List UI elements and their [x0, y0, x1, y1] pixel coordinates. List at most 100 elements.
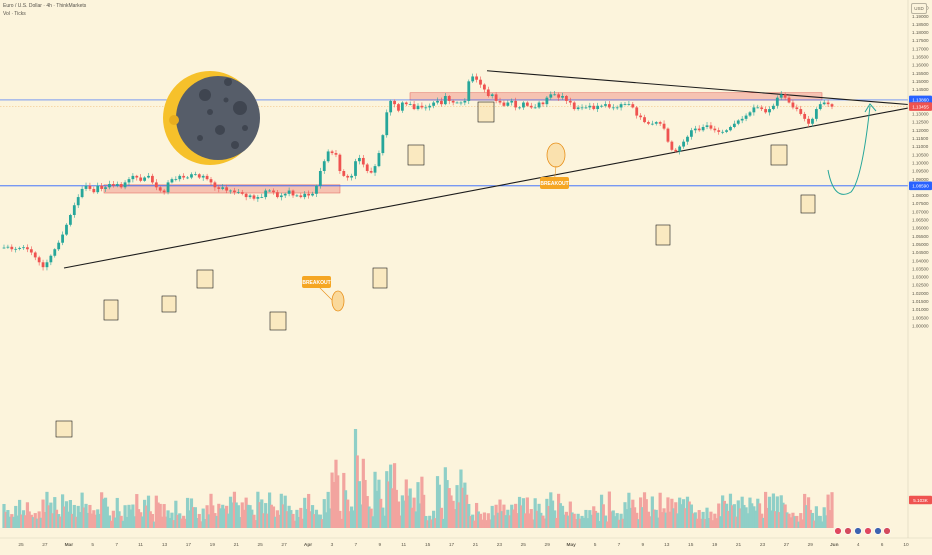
candle-body [260, 197, 264, 198]
volume-bar [258, 502, 262, 528]
x-tick-label: 7 [618, 542, 621, 548]
candle-body [29, 249, 33, 253]
event-flag-icon [874, 527, 882, 535]
candle-body [756, 107, 760, 109]
candle-body [53, 249, 57, 256]
candle-body [686, 136, 689, 142]
volume-bar [387, 481, 391, 528]
candle-body [666, 128, 670, 142]
candle-body [779, 94, 783, 98]
volume-bar [473, 520, 477, 528]
volume-bar [326, 491, 330, 528]
y-tick-label: 1.02500 [912, 283, 929, 288]
candle-body [471, 76, 475, 82]
y-tick-label: 1.18000 [912, 30, 929, 35]
volume-bar [596, 512, 600, 528]
volume-bar [162, 504, 166, 528]
candle-body [537, 102, 541, 108]
x-tick-label: 9 [642, 542, 645, 548]
volume-subtitle: Vol · Ticks [3, 11, 26, 17]
volume-bar [205, 505, 209, 528]
y-tick-label: 1.12500 [912, 120, 929, 125]
volume-bar [174, 500, 178, 528]
candle-body [229, 190, 232, 192]
candle-body [693, 128, 697, 131]
volume-bar [76, 505, 80, 528]
volume-bar [172, 520, 176, 528]
volume-bar [648, 516, 652, 528]
volume-bar [795, 515, 799, 528]
volume-bar [129, 509, 133, 528]
candle-body [486, 89, 490, 97]
volume-bar [4, 511, 8, 528]
moon-crater [223, 97, 229, 103]
volume-bar [55, 509, 59, 528]
volume-bar [176, 514, 180, 528]
candle-body [354, 161, 357, 176]
volume-bar [20, 514, 23, 528]
volume-bar [207, 514, 211, 528]
volume-bar [555, 517, 559, 528]
x-tick-label: 15 [425, 542, 431, 548]
volume-bar [275, 510, 279, 528]
y-tick-label: 1.19000 [912, 14, 929, 19]
volume-bar [107, 515, 112, 528]
volume-bar [703, 518, 707, 528]
candle-body [358, 157, 361, 162]
volume-bar [822, 507, 826, 528]
volume-bar [301, 518, 305, 528]
volume-bar [785, 512, 789, 528]
volume-bar [668, 511, 672, 528]
volume-bar [219, 508, 223, 528]
candle-body [428, 105, 432, 108]
candle-body [326, 151, 330, 162]
volume-bar [410, 507, 414, 528]
volume-bar [328, 508, 332, 528]
candle-body [689, 130, 693, 137]
volume-bar [574, 519, 578, 528]
pivot-box [800, 194, 816, 214]
volume-bar [689, 504, 693, 528]
volume-bar [424, 515, 428, 528]
candle-body [350, 175, 354, 178]
volume-bar [619, 513, 623, 528]
candle-body [272, 190, 275, 193]
volume-bar [598, 521, 602, 528]
currency-badge[interactable]: USD [911, 3, 927, 14]
candle-body [311, 193, 314, 196]
x-tick-label: 21 [473, 542, 479, 548]
candle-body [514, 100, 518, 108]
volume-bar [281, 504, 285, 528]
candle-body [412, 104, 416, 110]
candle-body [818, 104, 822, 110]
volume-bar [541, 515, 545, 528]
candle-body [814, 109, 818, 119]
volume-bar [143, 499, 147, 528]
volume-bar [767, 496, 772, 528]
volume-bar [676, 513, 680, 528]
volume-bar [74, 516, 78, 528]
volume-bar [488, 519, 492, 528]
volume-bar [289, 510, 293, 528]
candle-body [57, 242, 61, 250]
volume-bar [396, 501, 401, 528]
moon-shadow [176, 76, 260, 160]
volume-bar [119, 515, 123, 528]
volume-bar [603, 515, 608, 528]
volume-bar [693, 512, 697, 528]
y-tick-label: 1.16500 [912, 55, 929, 60]
volume-bar [211, 505, 215, 528]
candle-body [658, 122, 662, 124]
volume-bar [748, 497, 752, 528]
x-tick-label: 11 [401, 542, 406, 548]
candle-body [611, 107, 615, 109]
candle-body [674, 149, 678, 152]
volume-bar [244, 497, 248, 528]
x-tick-label: 17 [449, 542, 455, 548]
volume-bar [70, 513, 74, 528]
volume-bar [404, 479, 408, 528]
projection-path [827, 105, 871, 195]
volume-bar [414, 511, 418, 528]
